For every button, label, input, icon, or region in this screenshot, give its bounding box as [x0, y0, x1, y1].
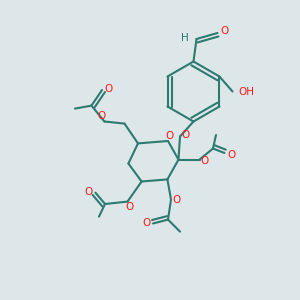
Text: O: O — [172, 195, 181, 205]
Text: O: O — [142, 218, 151, 228]
Text: O: O — [220, 26, 228, 37]
Text: O: O — [125, 202, 133, 212]
Text: O: O — [201, 156, 209, 166]
Text: O: O — [165, 130, 174, 141]
Text: O: O — [98, 111, 106, 121]
Text: H: H — [181, 32, 188, 43]
Text: O: O — [227, 149, 235, 160]
Text: OH: OH — [238, 86, 254, 97]
Text: O: O — [104, 84, 113, 94]
Text: O: O — [85, 187, 93, 197]
Text: O: O — [181, 130, 190, 140]
